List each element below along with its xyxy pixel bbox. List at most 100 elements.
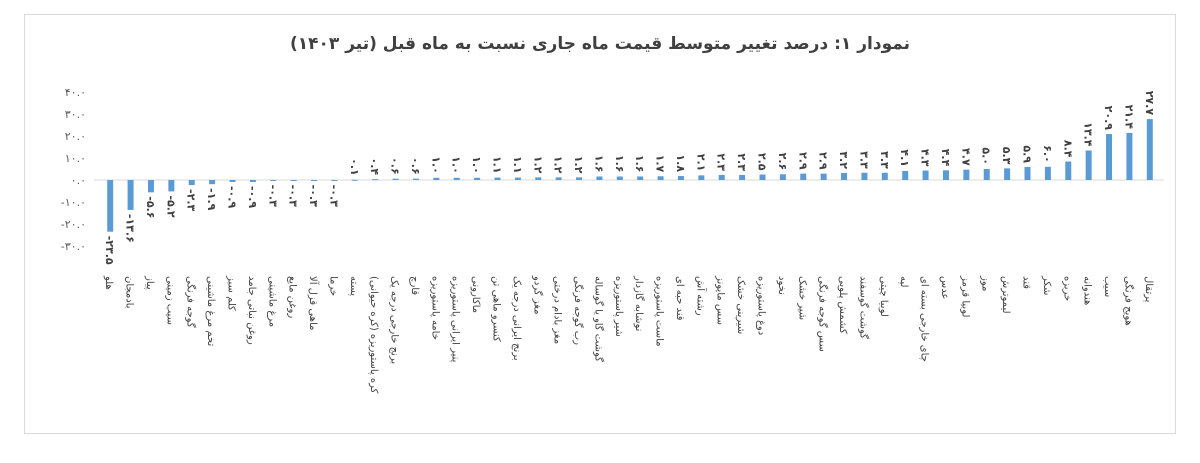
data-label: -۰.۹ [246,186,259,208]
category-label: سس گوجه فرنگی [817,276,829,352]
bar [555,177,562,180]
data-label: ۲.۶ [776,153,789,171]
category-label: لوبیا چیتی [878,276,889,317]
chart-frame [24,14,1176,434]
category-label: هندوانه [1082,276,1093,305]
category-label: رشته آش [694,276,707,316]
data-label: ۱.۷ [654,155,667,173]
bar [637,176,644,180]
data-label: -۰.۳ [307,185,320,207]
bar [1106,134,1113,180]
bar [331,180,338,181]
data-label: ۱.۰ [429,156,442,174]
bar [392,178,399,180]
data-label: ۰.۱ [348,158,361,176]
bar [209,180,216,185]
bar [168,180,175,192]
bars [107,119,1153,232]
bar [412,178,419,180]
category-label: کنسرو ماهی تن [491,276,502,342]
data-label: ۲۱.۴ [1122,105,1135,130]
data-label: ۴.۳ [919,149,932,167]
category-label: سس مایونز [715,275,726,325]
bar [942,170,949,180]
category-label: برنج ایرانی درجه یک [511,276,522,361]
data-label: ۳.۲ [837,151,850,169]
bar [1044,166,1051,180]
bar [820,173,827,180]
category-label: عدس [939,276,950,299]
bar [514,177,521,180]
category-label: ماست پاستوریزه [654,276,665,347]
category-label: خربزه [1061,276,1072,301]
bar [861,172,868,180]
category-label: پیاز [144,275,155,290]
data-label: ۲۷.۷ [1143,91,1156,116]
category-label: برنج خارجی درجه یک [389,276,400,364]
category-label: مغز گردو [531,275,543,314]
bar [229,180,236,182]
data-label: ۵.۰ [980,147,993,165]
data-label: ۱.۶ [592,155,605,173]
data-label: ۲.۳ [735,153,748,171]
bar [902,170,909,180]
bar [290,180,297,181]
data-label: ۱.۲ [552,156,565,174]
bar [474,177,481,180]
data-label: ۴.۴ [939,149,952,167]
bar [311,180,318,181]
bar [1065,161,1072,180]
data-label: ۱.۶ [633,155,646,173]
data-label: ۰.۴ [368,158,381,176]
data-label: ۱۳.۴ [1082,122,1095,147]
data-label: ۱.۱ [511,156,524,174]
bar [616,176,623,180]
bar [1004,168,1011,180]
data-label: ۵.۳ [1000,147,1013,165]
y-tick-label: -۳۰.۰ [61,240,86,253]
data-label: ۲.۹ [796,152,809,170]
bar [249,180,256,182]
category-label: قند [1021,276,1032,289]
y-tick-label: ۴۰.۰ [65,86,86,99]
category-label: موز [980,275,991,291]
category-label: دوغ پاستوریزه [756,276,767,335]
bar [372,179,379,181]
bar [739,174,746,180]
bar [351,179,358,181]
y-tick-label: ۲۰.۰ [65,130,86,143]
bar [1085,150,1092,180]
y-tick-label: ۱۰.۰ [65,152,86,165]
bar [922,170,929,180]
data-label: -۰.۳ [327,185,340,207]
category-label: رب گوجه فرنگی [572,276,584,345]
data-label: ۲.۱ [694,154,707,172]
y-axis: -۳۰.۰ -۲۰.۰ -۱۰.۰ ۰.۰ ۱۰.۰ ۲۰.۰ ۳۰.۰ ۴۰.۰ [61,86,86,253]
category-label: خرما [327,276,338,296]
bar [1024,167,1031,180]
y-tick-label: -۱۰.۰ [61,196,86,209]
bar [963,169,970,180]
category-label: لوبیا قرمز [959,275,970,317]
category-label: لپه [898,276,909,287]
data-label: -۱۳.۶ [124,214,137,243]
bar [107,180,114,232]
bar [453,177,460,180]
bar [576,177,583,180]
data-label: ۲.۵ [756,153,769,171]
category-label: ماکارونی [470,276,481,313]
data-label: ۳.۳ [857,151,870,169]
category-label: نخود [776,276,787,295]
bar [718,174,725,180]
data-label: ۱.۱ [491,156,504,174]
data-label: ۱.۰ [450,156,463,174]
data-label: ۱.۲ [531,156,544,174]
data-label: ۶.۰ [1041,145,1054,163]
data-label: ۱.۸ [674,154,687,172]
bar [983,169,990,180]
category-label: شکر [1041,275,1052,295]
category-label: سیب [1102,276,1113,297]
data-label: ۱.۲ [572,156,585,174]
category-label: هویج فرنگی [1122,276,1134,326]
category-label: گوجه فرنگی [185,276,197,328]
